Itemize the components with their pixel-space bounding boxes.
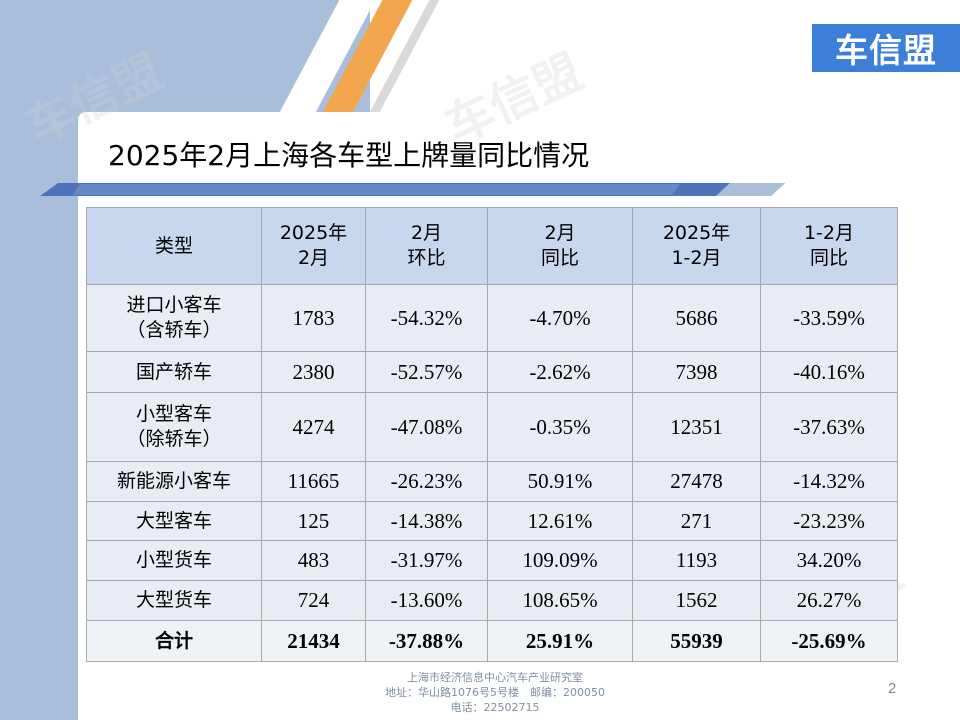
- header-ytd-yoy: 1-2月 同比: [760, 207, 898, 285]
- cell-mom: -13.60%: [365, 580, 488, 621]
- table-row: 小型客车 （除轿车） 4274 -47.08% -0.35% 12351 -37.…: [86, 392, 898, 462]
- header-feb-mom: 2月 环比: [365, 207, 488, 285]
- cell-yoy: 12.61%: [487, 501, 633, 541]
- cell-ytd-yoy: -33.59%: [760, 284, 898, 352]
- header-ytd-2025: 2025年 1-2月: [632, 207, 761, 285]
- cell-mom: -47.08%: [365, 392, 488, 462]
- cell-feb: 11665: [261, 461, 366, 502]
- cell-yoy: 109.09%: [487, 540, 633, 581]
- cell-ytd: 7398: [632, 351, 761, 393]
- header-feb-2025: 2025年 2月: [261, 207, 366, 285]
- cell-feb: 4274: [261, 392, 366, 462]
- cell-ytd: 1562: [632, 580, 761, 621]
- cell-type: 合计: [86, 620, 262, 662]
- cell-ytd-yoy: -25.69%: [760, 620, 898, 662]
- cell-ytd: 12351: [632, 392, 761, 462]
- cell-yoy: 50.91%: [487, 461, 633, 502]
- cell-feb: 2380: [261, 351, 366, 393]
- footer-contact: 上海市经济信息中心汽车产业研究室 地址：华山路1076号5号楼 邮编：20005…: [330, 670, 660, 715]
- cell-feb: 724: [261, 580, 366, 621]
- cell-ytd-yoy: -37.63%: [760, 392, 898, 462]
- header-type: 类型: [86, 207, 262, 285]
- cell-feb: 483: [261, 540, 366, 581]
- table-row: 小型货车 483 -31.97% 109.09% 1193 34.20%: [86, 540, 898, 581]
- cell-ytd-yoy: -40.16%: [760, 351, 898, 393]
- footer-phone: 电话：22502715: [450, 701, 540, 714]
- cell-ytd: 1193: [632, 540, 761, 581]
- cell-type: 进口小客车 （含轿车）: [86, 284, 262, 352]
- cell-ytd-yoy: -23.23%: [760, 501, 898, 541]
- cell-ytd-yoy: 34.20%: [760, 540, 898, 581]
- cell-ytd: 27478: [632, 461, 761, 502]
- title-divider: [40, 183, 785, 197]
- cell-yoy: -2.62%: [487, 351, 633, 393]
- cell-ytd: 55939: [632, 620, 761, 662]
- footer-organization: 上海市经济信息中心汽车产业研究室: [407, 671, 583, 684]
- cell-type: 大型客车: [86, 501, 262, 541]
- cell-type: 小型货车: [86, 540, 262, 581]
- table-row: 大型客车 125 -14.38% 12.61% 271 -23.23%: [86, 501, 898, 541]
- page-title: 2025年2月上海各车型上牌量同比情况: [108, 139, 590, 172]
- cell-mom: -54.32%: [365, 284, 488, 352]
- table-row: 新能源小客车 11665 -26.23% 50.91% 27478 -14.32…: [86, 461, 898, 502]
- table-row: 大型货车 724 -13.60% 108.65% 1562 26.27%: [86, 580, 898, 621]
- cell-ytd: 5686: [632, 284, 761, 352]
- cell-type: 国产轿车: [86, 351, 262, 393]
- table-header-row: 类型 2025年 2月 2月 环比 2月 同比 2025年 1-2月 1-2月 同比: [86, 207, 898, 285]
- cell-feb: 125: [261, 501, 366, 541]
- table-row: 进口小客车 （含轿车） 1783 -54.32% -4.70% 5686 -33.…: [86, 284, 898, 352]
- cell-type: 小型客车 （除轿车）: [86, 392, 262, 462]
- cell-mom: -26.23%: [365, 461, 488, 502]
- cell-yoy: 25.91%: [487, 620, 633, 662]
- cell-yoy: 108.65%: [487, 580, 633, 621]
- table-total-row: 合计 21434 -37.88% 25.91% 55939 -25.69%: [86, 620, 898, 662]
- header-feb-yoy: 2月 同比: [487, 207, 633, 285]
- cell-yoy: -0.35%: [487, 392, 633, 462]
- cell-mom: -31.97%: [365, 540, 488, 581]
- cell-mom: -37.88%: [365, 620, 488, 662]
- cell-feb: 1783: [261, 284, 366, 352]
- cell-type: 新能源小客车: [86, 461, 262, 502]
- cell-mom: -52.57%: [365, 351, 488, 393]
- footer-address: 地址：华山路1076号5号楼 邮编：200050: [385, 686, 605, 699]
- cell-feb: 21434: [261, 620, 366, 662]
- cell-ytd: 271: [632, 501, 761, 541]
- cell-ytd-yoy: -14.32%: [760, 461, 898, 502]
- cell-type: 大型货车: [86, 580, 262, 621]
- registration-table: 类型 2025年 2月 2月 环比 2月 同比 2025年 1-2月 1-2月 同比 进口…: [86, 207, 898, 662]
- brand-logo: 车信盟: [812, 24, 960, 72]
- cell-ytd-yoy: 26.27%: [760, 580, 898, 621]
- table-row: 国产轿车 2380 -52.57% -2.62% 7398 -40.16%: [86, 351, 898, 393]
- cell-yoy: -4.70%: [487, 284, 633, 352]
- cell-mom: -14.38%: [365, 501, 488, 541]
- page-number: 2: [888, 680, 897, 697]
